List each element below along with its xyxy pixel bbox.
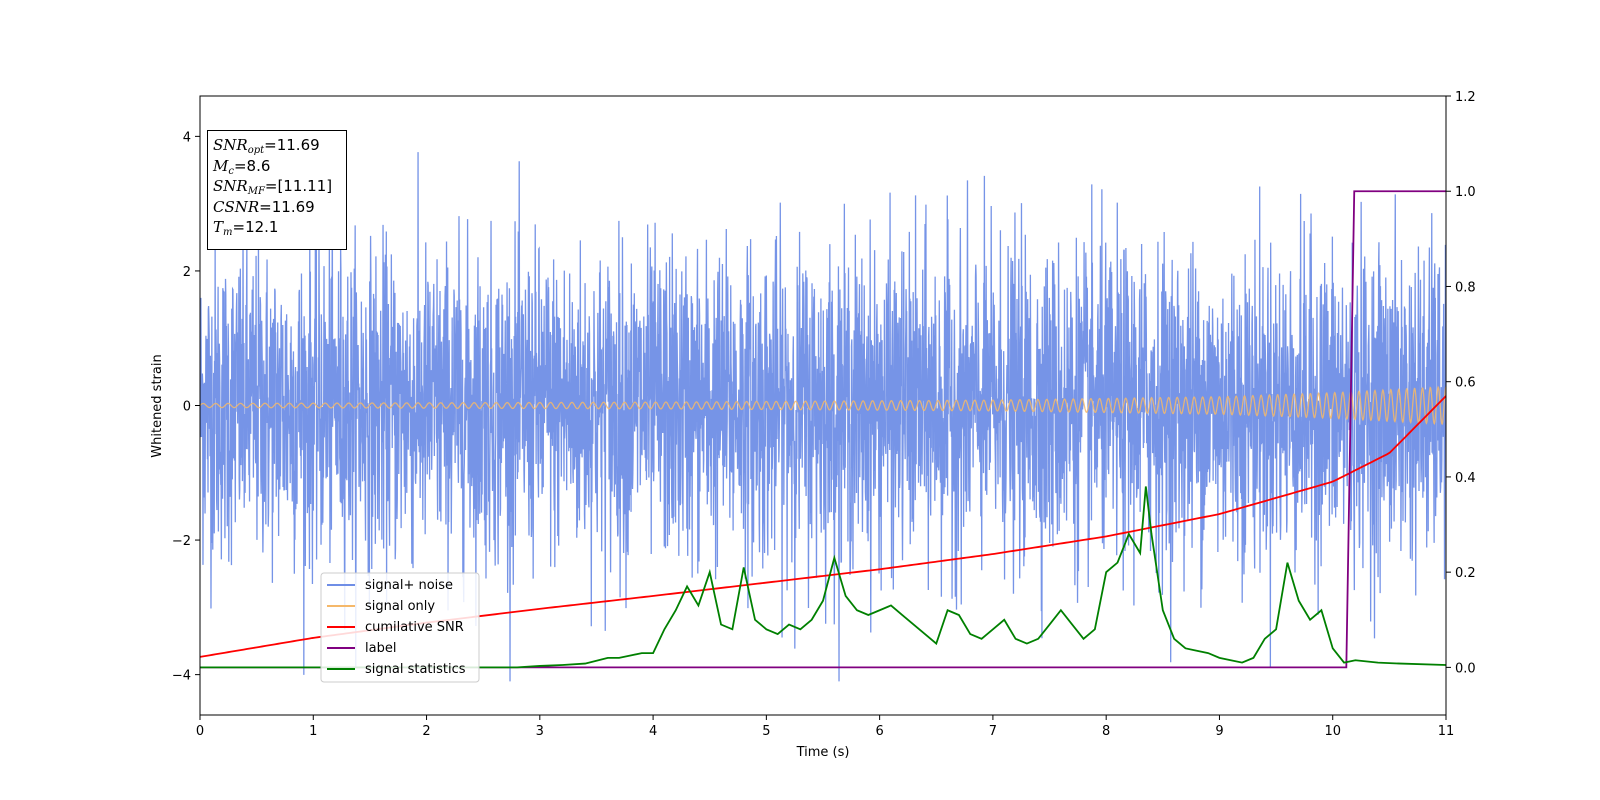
snr-mf-value: =[11.11] [264,177,333,195]
y-right-tick-label: 0.0 [1455,661,1476,676]
legend-label-label: label [365,641,396,656]
snr-opt-value: =11.69 [264,136,320,154]
legend-label-cumulative-snr: cumilative SNR [365,620,464,635]
tm-line: Tm=12.1 [213,218,279,238]
axes: 0 1 2 3 4 5 6 7 8 9 10 11 −4 −2 0 2 4 0.0 0.2 0.4 0.6 0.8 1.0 1… [172,90,1476,739]
y-axis-label: Whitened strain [150,354,165,457]
y-left-tick-label: 4 [183,130,191,145]
y-right-tick-label: 0.4 [1455,471,1476,486]
legend-frame [320,572,480,683]
csnr-line: CSNR=11.69 [213,197,315,216]
csnr-value: =11.69 [259,197,315,216]
x-tick-label: 9 [1215,724,1223,739]
x-tick-label: 11 [1438,724,1455,739]
x-tick-label: 2 [422,724,430,739]
x-tick-label: 5 [762,724,770,739]
y-right-tick-label: 0.8 [1455,280,1476,295]
y-right-tick-label: 1.2 [1455,90,1476,105]
snr-opt-line: SNRopt=11.69 [213,136,320,156]
legend: signal+ noise signal only cumilative SNR… [320,572,480,683]
y-left-tick-label: −2 [172,534,191,549]
y-left-tick-label: 0 [183,400,191,415]
series-label [200,190,1446,669]
x-tick-label: 6 [875,724,883,739]
y-right-tick-label: 1.0 [1455,185,1476,200]
tm-value: =12.1 [232,218,279,236]
legend-label-signal-only: signal only [365,599,435,614]
series-signal-only [200,385,1446,426]
mc-value: =8.6 [233,156,271,175]
x-tick-label: 1 [309,724,317,739]
mc-line: Mc=8.6 [213,156,271,177]
x-axis-label: Time (s) [796,745,850,760]
y-right-tick-label: 0.6 [1455,376,1476,391]
series-signal-statistics [200,486,1446,669]
legend-label-signal-noise: signal+ noise [365,578,453,593]
x-tick-label: 8 [1102,724,1110,739]
x-tick-label: 0 [196,724,204,739]
x-tick-label: 7 [989,724,997,739]
legend-label-signal-statistics: signal statistics [365,662,466,677]
snr-info-box: SNRopt=11.69 Mc=8.6 SNRMF=[11.11] CSNR=1… [207,130,347,250]
y-right-tick-label: 0.2 [1455,566,1476,581]
x-tick-label: 10 [1324,724,1341,739]
y-left-tick-label: 2 [183,265,191,280]
x-tick-label: 3 [536,724,544,739]
y-left-tick-label: −4 [172,669,191,684]
x-tick-label: 4 [649,724,657,739]
snr-mf-line: SNRMF=[11.11] [213,177,333,197]
